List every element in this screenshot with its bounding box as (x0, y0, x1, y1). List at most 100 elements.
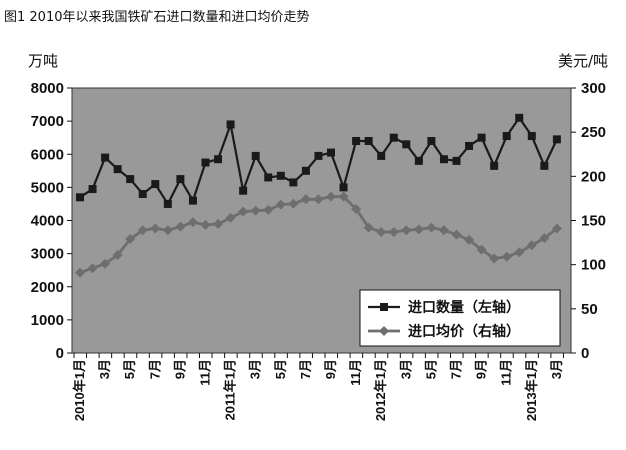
volume-point (188, 196, 197, 205)
volume-point (76, 193, 84, 202)
price-point (300, 194, 311, 205)
price-point (351, 204, 362, 215)
left-tick-label: 6000 (31, 146, 64, 163)
x-tick-label: 7月 (449, 359, 464, 379)
volume-point (540, 161, 549, 170)
volume-point (289, 178, 298, 187)
price-point (438, 225, 449, 236)
volume-point (113, 165, 122, 174)
x-tick-label: 2010年1月 (72, 359, 87, 421)
volume-point (364, 137, 373, 145)
price-point (501, 251, 512, 262)
x-tick-label: 3月 (398, 359, 413, 379)
volume-point (552, 135, 561, 144)
price-point (514, 247, 525, 258)
right-tick-label: 300 (581, 80, 606, 97)
volume-point (314, 151, 323, 160)
volume-point (163, 199, 172, 208)
left-tick-label: 4000 (31, 213, 64, 230)
price-point (376, 226, 387, 237)
volume-point (264, 173, 273, 182)
x-tick-label: 5月 (273, 359, 288, 379)
legend-square-marker (380, 303, 388, 311)
volume-point (402, 140, 411, 149)
price-point (162, 225, 173, 236)
price-point (476, 244, 487, 255)
price-point (150, 223, 161, 234)
price-point (263, 204, 274, 215)
volume-point (515, 113, 524, 122)
x-tick-label: 3月 (97, 359, 112, 379)
price-point (225, 212, 236, 223)
price-point (288, 198, 299, 209)
x-tick-label: 7月 (147, 359, 162, 379)
x-tick-label: 2012年1月 (373, 359, 388, 421)
price-point (363, 222, 374, 233)
price-point (238, 206, 249, 217)
price-point (401, 225, 412, 236)
left-tick-label: 3000 (31, 246, 64, 263)
x-tick-label: 3月 (549, 359, 564, 379)
legend-label: 进口数量（左轴） (408, 299, 520, 316)
price-point (87, 263, 98, 274)
right-axis-unit: 美元/吨 (558, 52, 608, 70)
right-tick-label: 0 (581, 345, 589, 362)
volume-point (88, 185, 97, 194)
left-axis-unit: 万吨 (28, 52, 58, 70)
price-point (250, 205, 261, 216)
price-point (388, 226, 399, 237)
price-point (451, 229, 462, 240)
price-point (313, 194, 324, 205)
volume-point (214, 155, 223, 164)
price-point (200, 219, 211, 230)
right-axis: 0 50 100 150 200 250 300 (571, 80, 606, 362)
volume-point (502, 132, 511, 141)
legend-box (359, 289, 561, 347)
volume-point (389, 133, 398, 142)
x-tick-label: 11月 (198, 359, 213, 386)
x-tick-label: 3月 (248, 359, 263, 379)
x-tick-label: 9月 (172, 359, 187, 379)
series-layer (75, 113, 562, 278)
right-tick-label: 250 (581, 124, 606, 141)
x-tick-label: 2011年1月 (223, 359, 238, 420)
volume-point (327, 148, 335, 157)
volume-point (352, 137, 361, 145)
right-tick-label: 50 (581, 301, 598, 318)
price-point (413, 224, 424, 235)
left-axis: 0 1000 2000 3000 4000 5000 6000 7000 8000 (31, 80, 72, 362)
left-tick-label: 5000 (31, 179, 64, 196)
volume-point (527, 132, 536, 141)
right-tick-label: 200 (581, 168, 606, 185)
x-axis: 2010年1月 3月 5月 7月 9月 11月 2011年1月 3月 5月 7月 9月 11月 2012… (72, 353, 564, 421)
price-point (187, 217, 198, 228)
x-tick-label: 9月 (323, 359, 338, 379)
price-point (489, 253, 500, 264)
price-point (213, 219, 224, 230)
volume-point (377, 151, 386, 160)
price-point (137, 225, 148, 236)
volume-point (477, 133, 486, 142)
x-tick-label: 2013年1月 (524, 359, 539, 421)
chart-title: 图1 2010年以来我国铁矿石进口数量和进口均价走势 (4, 9, 310, 25)
volume-point (339, 183, 348, 192)
price-point (551, 223, 562, 234)
x-tick-label: 11月 (499, 359, 514, 386)
volume-point (201, 158, 210, 167)
volume-point (301, 166, 310, 175)
volume-point (452, 156, 461, 165)
right-tick-label: 150 (581, 213, 606, 230)
x-tick-label: 5月 (122, 359, 137, 379)
volume-point (490, 161, 499, 170)
volume-point (427, 137, 436, 145)
left-tick-label: 0 (56, 345, 64, 362)
x-tick-label: 5月 (423, 359, 438, 379)
volume-point (465, 141, 474, 150)
legend-label: 进口均价（右轴） (408, 323, 520, 340)
volume-point (239, 186, 248, 195)
price-point (125, 234, 136, 245)
volume-point (126, 175, 135, 184)
left-tick-label: 1000 (31, 312, 64, 329)
volume-point (226, 120, 235, 129)
